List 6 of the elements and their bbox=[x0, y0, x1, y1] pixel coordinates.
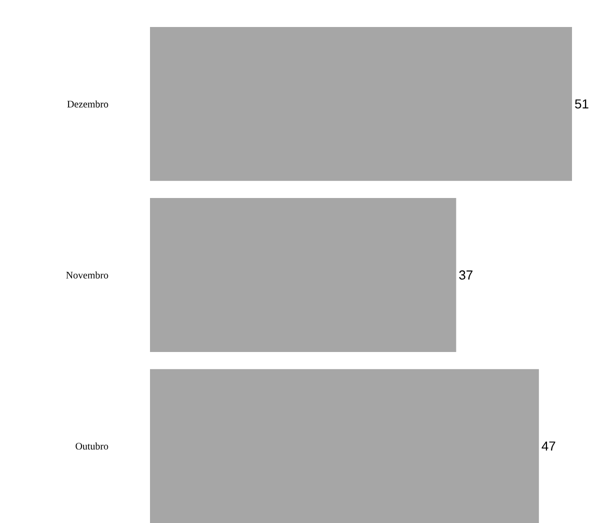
data-label: 51 bbox=[575, 99, 588, 108]
y-tick-label: Dezembro bbox=[67, 100, 108, 108]
data-label: 37 bbox=[459, 270, 472, 280]
data-label: 47 bbox=[542, 442, 556, 450]
y-tick-label: Novembro bbox=[66, 271, 108, 279]
y-tick-label: Outubro bbox=[76, 442, 108, 450]
